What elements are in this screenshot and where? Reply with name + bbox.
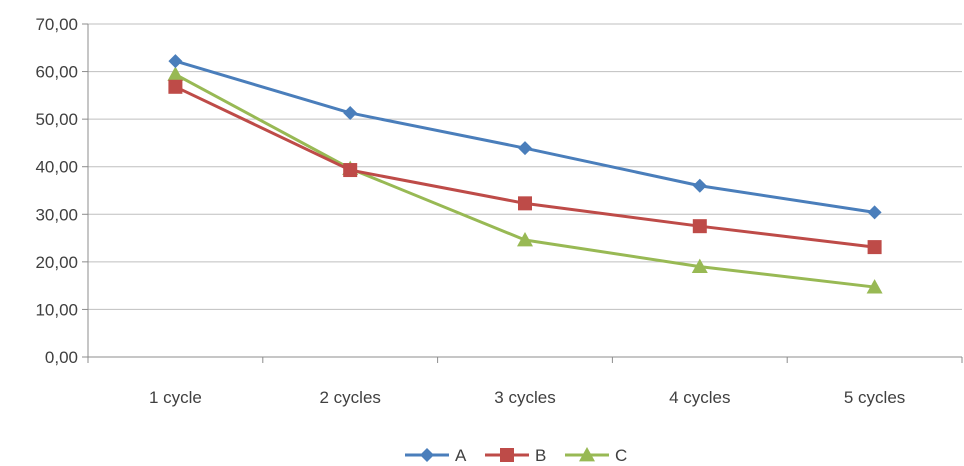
y-tick-label: 50,00 <box>35 110 78 129</box>
legend-label: A <box>455 446 467 465</box>
data-point-diamond <box>420 448 434 462</box>
x-tick-label: 1 cycle <box>149 388 202 407</box>
x-tick-label: 4 cycles <box>669 388 730 407</box>
series-line <box>174 73 875 289</box>
data-point-square <box>168 79 183 94</box>
y-tick-label: 70,00 <box>35 15 78 34</box>
data-point-square <box>867 240 882 255</box>
data-point-diamond <box>692 178 707 193</box>
legend-item-C: C <box>565 446 627 465</box>
legend-item-A: A <box>405 446 467 465</box>
series-C <box>167 66 883 294</box>
axes: 0,00 10,00 20,00 30,00 40,00 50,00 60,00 70,00 1… <box>35 15 963 407</box>
x-tick-label: 3 cycles <box>494 388 555 407</box>
data-point-square <box>500 448 514 462</box>
legend: A B C <box>405 446 627 465</box>
data-point-diamond <box>168 54 183 69</box>
data-point-triangle <box>167 66 184 81</box>
y-tick-label: 40,00 <box>35 158 78 177</box>
series-B <box>168 79 882 255</box>
legend-label: B <box>535 446 546 465</box>
data-point-triangle <box>517 231 533 247</box>
gridlines <box>88 23 962 310</box>
legend-item-B: B <box>485 446 546 465</box>
x-tick-label: 2 cycles <box>319 388 380 407</box>
y-tick-label: 0,00 <box>45 348 78 367</box>
y-tick-label: 20,00 <box>35 253 78 272</box>
series-lines <box>167 54 883 294</box>
data-point-triangle <box>866 279 883 294</box>
y-tick-label: 30,00 <box>35 205 78 224</box>
data-point-triangle <box>579 447 595 462</box>
data-point-square <box>692 219 707 234</box>
data-point-square <box>343 163 358 178</box>
legend-label: C <box>615 446 627 465</box>
y-tick-label: 10,00 <box>35 300 78 319</box>
series-A <box>168 54 882 220</box>
data-point-square <box>518 196 532 211</box>
x-tick-label: 5 cycles <box>844 388 905 407</box>
data-point-diamond <box>867 205 882 220</box>
data-point-diamond <box>343 105 358 120</box>
data-point-diamond <box>518 141 532 156</box>
y-tick-label: 60,00 <box>35 63 78 82</box>
data-point-triangle <box>691 258 708 274</box>
